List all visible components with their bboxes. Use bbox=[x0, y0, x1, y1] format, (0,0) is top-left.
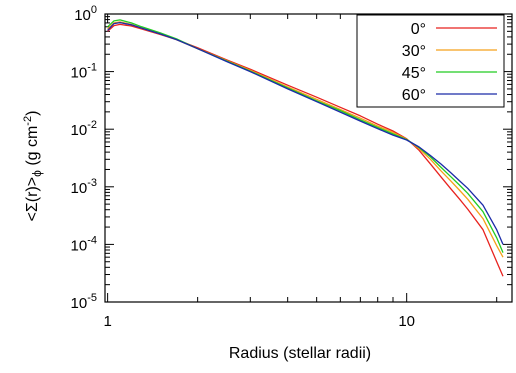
y-tick-label-exp: -2 bbox=[87, 119, 97, 131]
series-line-2 bbox=[107, 19, 504, 253]
y-axis-label-units: (g cm bbox=[24, 126, 41, 170]
y-axis-label: <Σ(r)>ϕ (g cm-2) bbox=[22, 111, 44, 222]
y-axis-label-exp: -2 bbox=[22, 116, 34, 126]
y-axis-label-sub: ϕ bbox=[30, 170, 44, 177]
x-tick-label: 10 bbox=[398, 313, 415, 330]
y-tick-label-exp: -4 bbox=[87, 234, 97, 246]
series-lines bbox=[107, 19, 504, 277]
y-tick-label-base: 10 bbox=[71, 65, 88, 82]
y-tick-label-base: 10 bbox=[71, 237, 88, 254]
legend-label-3: 60° bbox=[402, 87, 426, 104]
y-tick-label: 10-5 bbox=[71, 292, 97, 312]
y-tick-label-exp: 0 bbox=[91, 4, 97, 16]
y-tick-label-exp: -1 bbox=[87, 62, 97, 74]
series-line-0 bbox=[107, 23, 504, 277]
y-tick-label-exp: -3 bbox=[87, 177, 97, 189]
x-tick-label: 1 bbox=[103, 313, 111, 330]
y-tick-label: 10-2 bbox=[71, 119, 97, 139]
legend-label-2: 45° bbox=[402, 65, 426, 82]
x-axis-label: Radius (stellar radii) bbox=[229, 345, 371, 362]
series-line-3 bbox=[107, 21, 504, 245]
y-tick-label-base: 10 bbox=[74, 7, 91, 24]
legend-label-0: 0° bbox=[411, 21, 426, 38]
y-tick-label-base: 10 bbox=[71, 295, 88, 312]
plot-frame bbox=[104, 13, 513, 303]
y-tick-label-base: 10 bbox=[71, 122, 88, 139]
y-tick-label-base: 10 bbox=[71, 180, 88, 197]
legend-box bbox=[356, 14, 505, 108]
y-tick-label: 10-1 bbox=[71, 62, 97, 82]
legend: 0° 30° 45° 60° bbox=[356, 14, 505, 108]
y-tick-label: 10-4 bbox=[71, 234, 97, 254]
y-tick-label: 10-3 bbox=[71, 177, 97, 197]
y-tick-label-exp: -5 bbox=[87, 292, 97, 304]
legend-label-1: 30° bbox=[402, 43, 426, 60]
y-axis-label-main: <Σ(r)> bbox=[24, 177, 41, 222]
y-tick-label: 100 bbox=[74, 4, 97, 24]
y-axis-label-close: ) bbox=[24, 111, 41, 116]
